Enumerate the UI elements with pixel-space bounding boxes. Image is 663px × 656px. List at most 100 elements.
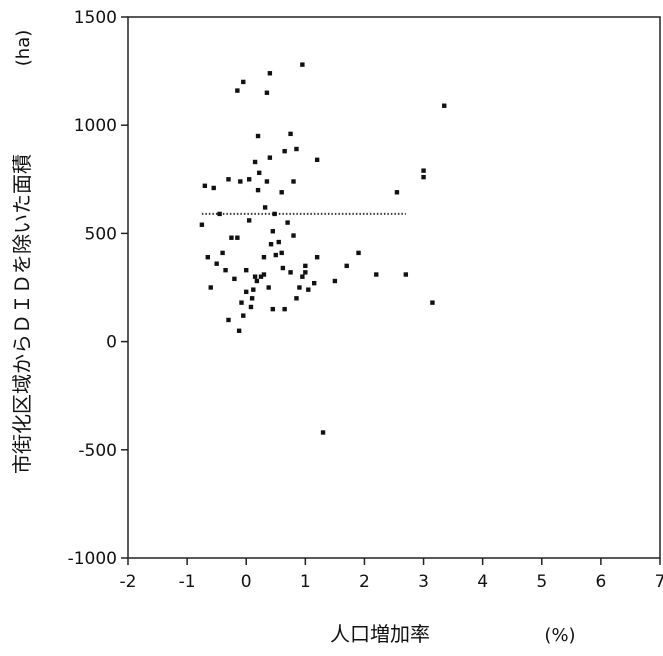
data-point xyxy=(300,62,305,67)
data-point xyxy=(421,174,426,180)
data-point xyxy=(262,205,268,210)
data-point xyxy=(267,71,273,76)
data-point xyxy=(241,79,246,85)
data-point xyxy=(314,157,320,163)
y-tick-label: -500 xyxy=(78,441,117,461)
data-point xyxy=(288,270,293,275)
x-tick-label: -2 xyxy=(120,572,137,592)
data-point xyxy=(258,274,264,279)
data-point xyxy=(282,148,287,154)
data-point xyxy=(232,276,237,282)
data-point xyxy=(294,296,299,301)
data-point xyxy=(246,177,252,182)
data-point xyxy=(356,250,361,256)
data-point xyxy=(276,239,281,245)
data-point xyxy=(257,170,262,176)
data-point xyxy=(374,272,379,277)
data-point xyxy=(202,183,208,188)
x-tick-label: 7 xyxy=(655,572,663,592)
data-point xyxy=(244,289,249,295)
x-tick-label: 6 xyxy=(595,572,606,592)
x-tick-label: 5 xyxy=(536,572,547,592)
data-point xyxy=(211,185,216,191)
data-point xyxy=(403,272,409,277)
data-point xyxy=(267,155,273,160)
data-point xyxy=(252,159,258,165)
data-point xyxy=(268,242,274,247)
x-axis-title: 人口増加率 xyxy=(330,622,430,646)
data-point xyxy=(394,190,400,195)
data-point xyxy=(279,190,284,195)
data-point xyxy=(244,267,249,273)
data-point xyxy=(291,233,296,238)
plot-frame xyxy=(127,16,661,559)
data-point xyxy=(261,272,267,277)
data-point xyxy=(261,255,267,260)
data-point xyxy=(252,274,258,279)
data-point xyxy=(251,287,256,292)
x-tick-label: 3 xyxy=(418,572,429,592)
data-point xyxy=(320,430,326,435)
data-point xyxy=(238,179,243,184)
data-point xyxy=(205,255,210,260)
x-tick-label: 4 xyxy=(477,572,488,592)
y-tick-label: 500 xyxy=(85,224,117,244)
data-point xyxy=(266,285,271,290)
x-tick-label: 1 xyxy=(300,572,311,592)
data-point xyxy=(235,88,240,93)
data-point xyxy=(236,328,242,333)
data-point xyxy=(291,179,296,184)
x-tick-label: 0 xyxy=(241,572,252,592)
plot-area xyxy=(127,16,661,559)
data-point xyxy=(270,229,276,234)
y-axis-unit: (ha) xyxy=(13,30,34,66)
data-point xyxy=(208,285,213,290)
data-point xyxy=(344,263,349,269)
data-points xyxy=(199,62,447,435)
data-point xyxy=(303,263,308,269)
axis-ticks: -2 -1 0 1 2 3 4 5 6 7 1500 1000 500 0 -500 -1000 xyxy=(68,8,663,592)
data-point xyxy=(199,222,205,227)
data-point xyxy=(421,168,426,173)
data-point xyxy=(226,177,231,182)
data-point xyxy=(226,317,231,323)
data-point xyxy=(273,252,278,258)
data-point xyxy=(303,270,308,275)
data-point xyxy=(300,274,305,279)
data-point xyxy=(282,306,287,312)
data-point xyxy=(214,261,219,266)
y-tick-label: 1000 xyxy=(74,116,117,136)
data-point xyxy=(314,255,320,260)
data-point xyxy=(306,287,311,292)
x-tick-label: -1 xyxy=(179,572,196,592)
y-tick-label: 0 xyxy=(106,333,117,353)
data-point xyxy=(248,304,254,310)
data-point xyxy=(279,250,284,256)
data-point xyxy=(442,103,447,108)
data-point xyxy=(430,300,435,305)
data-point xyxy=(235,235,240,240)
x-axis-unit: (%) xyxy=(544,625,575,646)
data-point xyxy=(312,280,317,286)
data-point xyxy=(254,278,260,284)
data-point xyxy=(285,220,290,225)
data-point xyxy=(297,285,302,290)
data-point xyxy=(229,235,234,240)
data-point xyxy=(272,211,277,217)
data-point xyxy=(288,131,293,137)
x-tick-label: 2 xyxy=(359,572,370,592)
data-point xyxy=(220,250,225,256)
data-point xyxy=(217,211,222,217)
data-point xyxy=(270,306,276,312)
data-point xyxy=(255,187,261,193)
y-tick-label: -1000 xyxy=(68,549,117,569)
data-point xyxy=(294,146,299,152)
y-tick-label: 1500 xyxy=(74,8,117,28)
data-point xyxy=(241,313,246,318)
data-point xyxy=(239,300,244,305)
data-point xyxy=(223,267,228,273)
data-point xyxy=(249,296,255,301)
y-axis-title: 市街化区域からＤＩＤを除いた面積 xyxy=(10,154,34,474)
data-point xyxy=(264,90,270,95)
